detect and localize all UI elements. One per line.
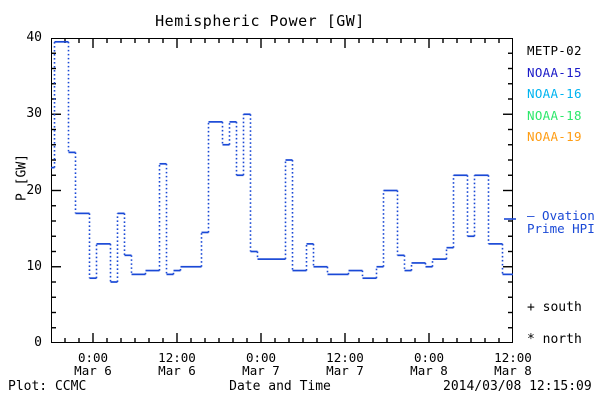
- marker-label-south: south: [542, 300, 582, 315]
- y-tick-label: 40: [26, 30, 42, 45]
- marker-glyph-south: +: [527, 300, 535, 315]
- marker-label-north: north: [542, 332, 582, 347]
- x-tick-date: Mar 6: [74, 363, 112, 378]
- ovation-legend-line1: – Ovation: [527, 208, 595, 223]
- x-tick-time: 0:00: [413, 350, 445, 365]
- y-tick-marks: [51, 38, 513, 343]
- y-tick-label: 10: [26, 258, 42, 274]
- x-tick-date: Mar 8: [494, 363, 532, 378]
- y-tick-label: 0: [34, 335, 42, 350]
- x-tick-label: 12:00 Mar 7: [305, 351, 385, 377]
- ovation-prime-series: [51, 40, 513, 283]
- x-tick-label: 12:00 Mar 6: [137, 351, 217, 377]
- x-axis-title: Date and Time: [229, 379, 331, 394]
- y-tick-label: 20: [26, 182, 42, 198]
- x-tick-date: Mar 8: [410, 363, 448, 378]
- plot-timestamp: 2014/03/08 12:15:09: [443, 379, 592, 394]
- ovation-legend-dash-icon: [504, 218, 516, 220]
- ovation-legend-line2: Prime HPI: [527, 221, 595, 236]
- x-tick-time: 12:00: [158, 350, 196, 365]
- x-tick-time: 12:00: [326, 350, 364, 365]
- x-tick-time: 12:00: [494, 350, 532, 365]
- marker-legend-south: + south: [527, 300, 582, 315]
- y-axis-title: P [GW]: [14, 154, 30, 201]
- x-tick-label: 0:00 Mar 6: [53, 351, 133, 377]
- marker-legend-north: * north: [527, 332, 582, 347]
- x-tick-time: 0:00: [245, 350, 277, 365]
- legend-item-noaa-18[interactable]: NOAA-18: [527, 107, 582, 123]
- legend-item-metp-02[interactable]: METP-02: [527, 43, 582, 58]
- plot-canvas: [51, 38, 513, 343]
- plot-credit: Plot: CCMC: [8, 379, 87, 394]
- legend-item-noaa-15[interactable]: NOAA-15: [527, 64, 582, 80]
- legend-item-noaa-19[interactable]: NOAA-19: [527, 129, 582, 144]
- y-tick-label: 30: [26, 106, 42, 122]
- x-tick-time: 0:00: [77, 350, 109, 365]
- x-tick-label: 0:00 Mar 7: [221, 351, 301, 377]
- plot-frame: [51, 38, 513, 343]
- x-tick-date: Mar 7: [242, 363, 280, 378]
- x-tick-date: Mar 7: [326, 363, 364, 378]
- x-tick-date: Mar 6: [158, 363, 196, 378]
- x-tick-label: 12:00 Mar 8: [473, 351, 553, 377]
- marker-glyph-north: *: [527, 332, 535, 347]
- chart-title: Hemispheric Power [GW]: [155, 12, 365, 30]
- x-tick-label: 0:00 Mar 8: [389, 351, 469, 377]
- legend-item-noaa-16[interactable]: NOAA-16: [527, 86, 582, 101]
- x-tick-marks: [51, 38, 513, 343]
